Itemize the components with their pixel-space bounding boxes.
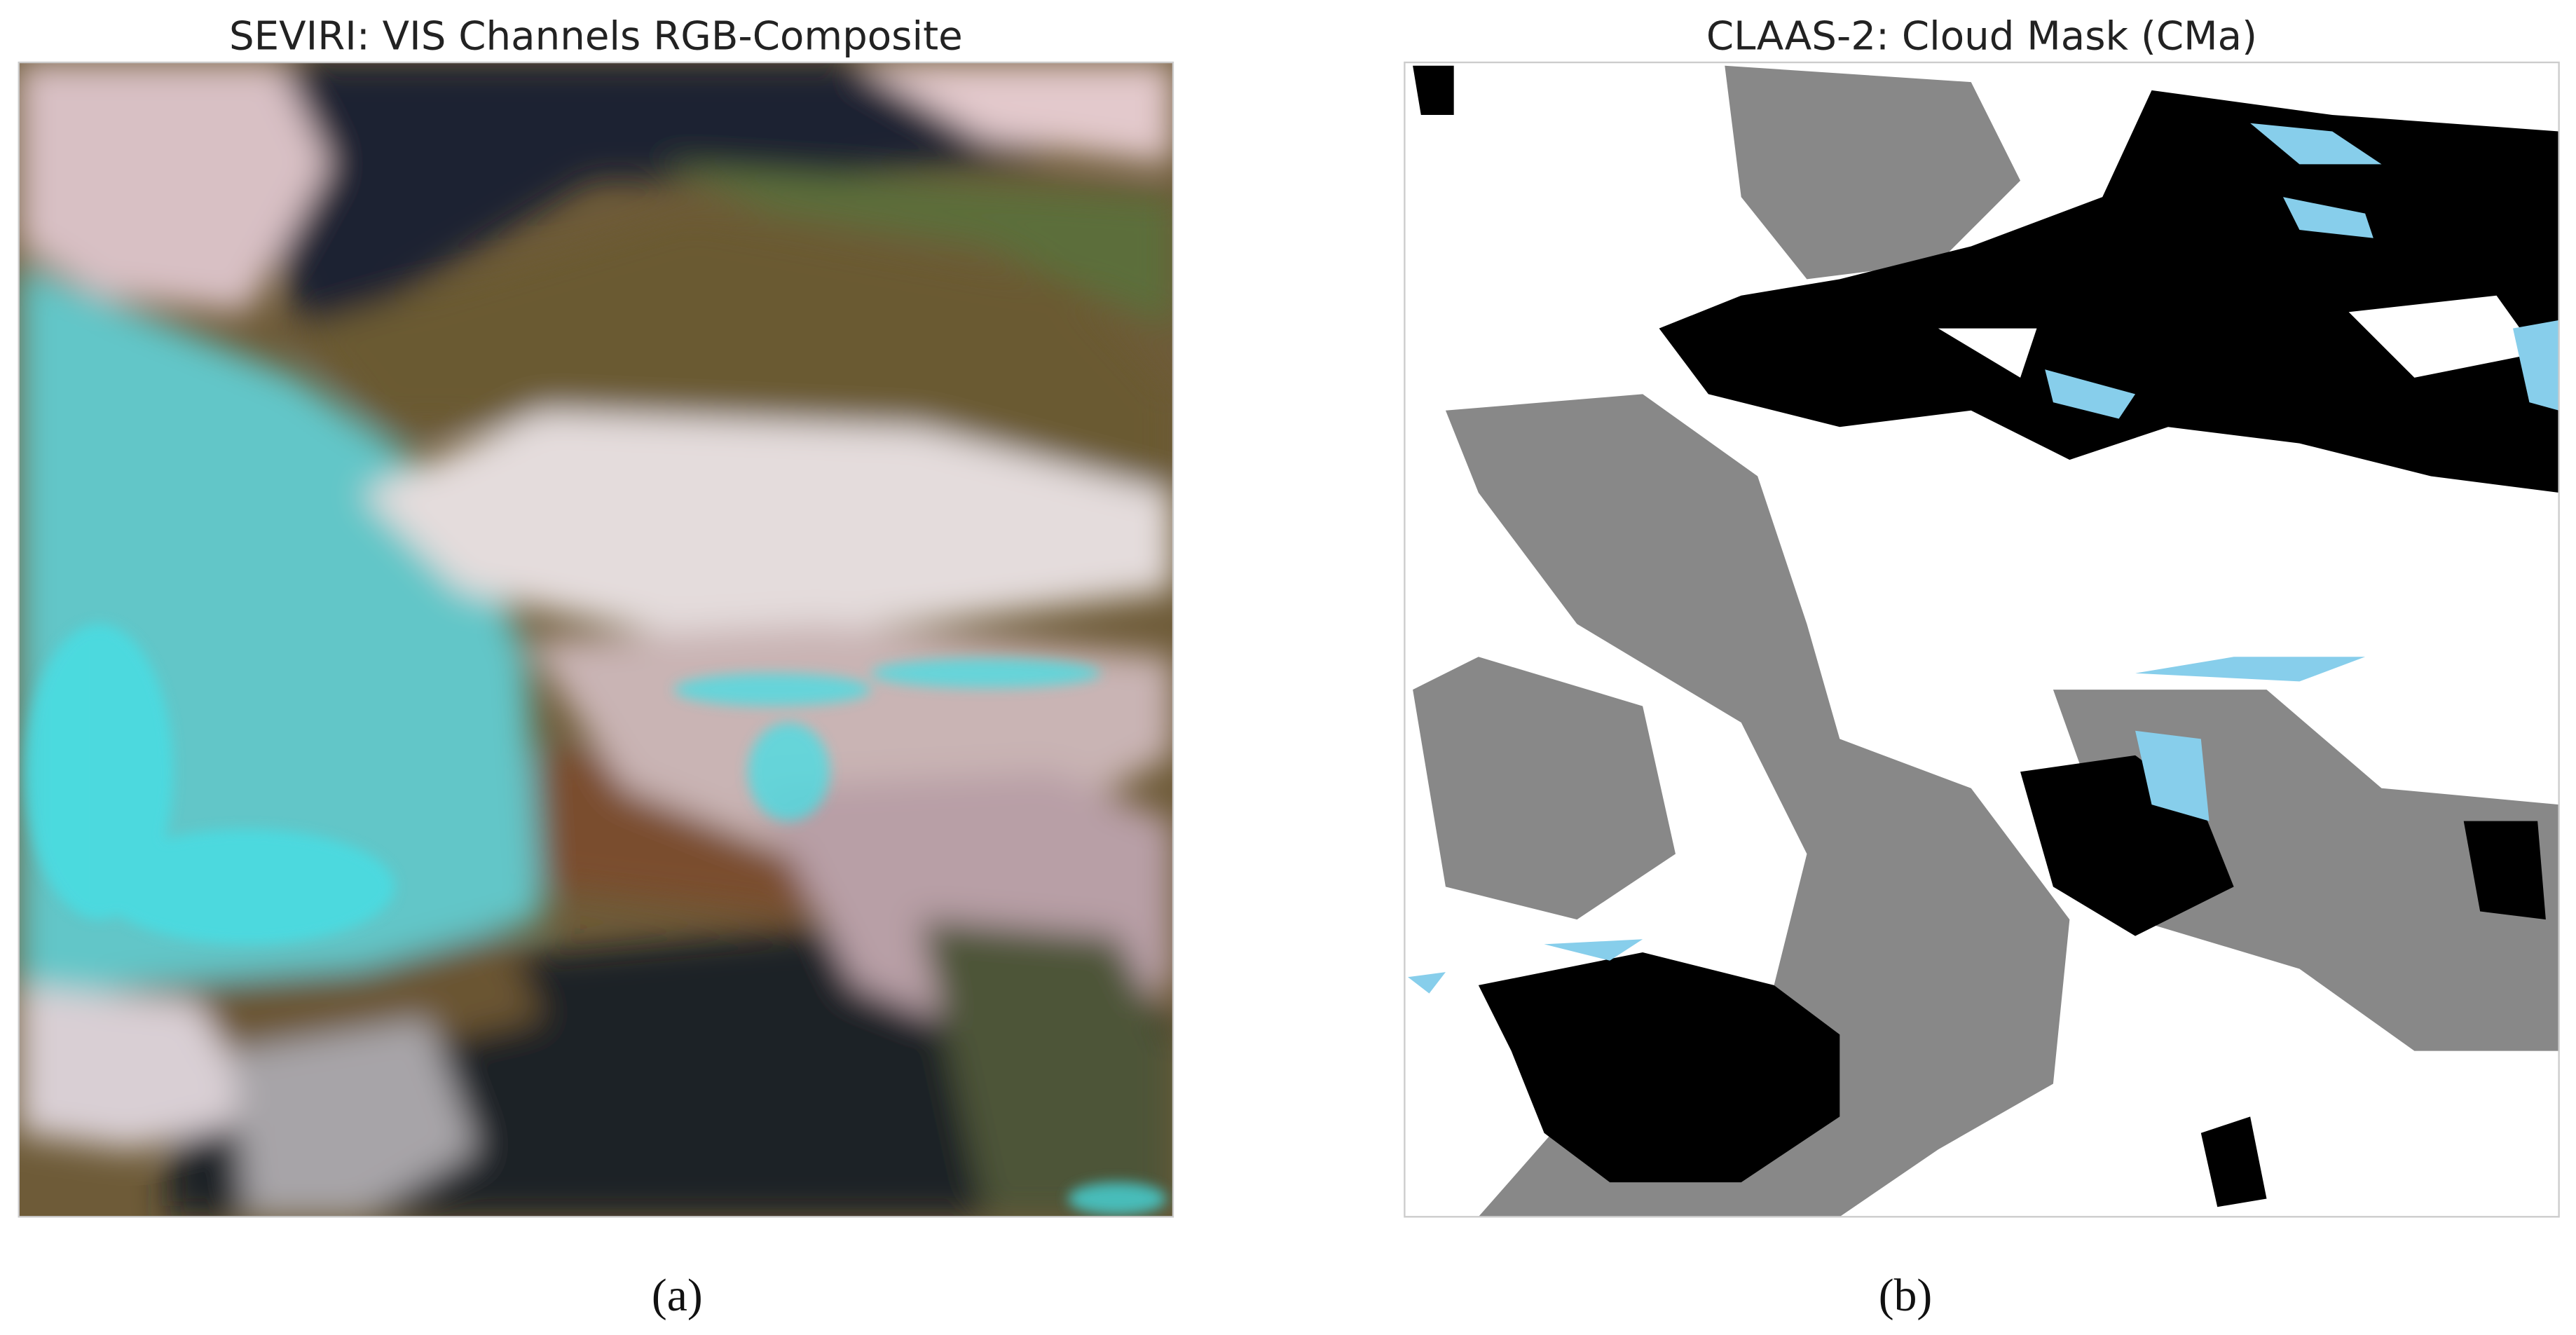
panel-title: SEVIRI: VIS Channels RGB-Composite (229, 13, 963, 59)
panel-caption: (b) (1879, 1271, 1932, 1321)
panel-frame (18, 61, 1174, 1218)
panel-frame (1404, 61, 2560, 1218)
panel-caption: (a) (652, 1271, 703, 1321)
panel-title: CLAAS-2: Cloud Mask (CMa) (1706, 13, 2257, 59)
rgb-composite-image (18, 62, 1173, 1217)
cloud-mask-image (1404, 62, 2559, 1217)
